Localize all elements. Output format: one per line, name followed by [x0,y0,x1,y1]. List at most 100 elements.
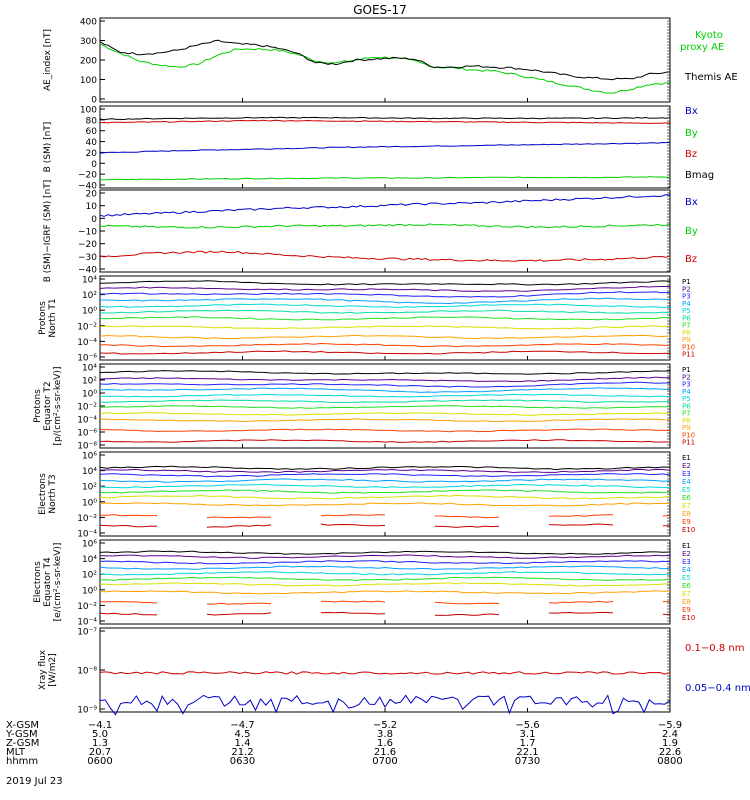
axis-value-x_gsm: −5.2 [373,720,397,731]
legend-e8: E8 [682,598,691,606]
legend-p3: P3 [682,381,691,389]
y-tick-label: −10 [78,228,97,238]
y-tick-label: 10² [82,377,97,387]
channel-line-e2 [99,468,671,474]
legend-p5: P5 [682,395,691,403]
y-axis-label: North T3 [48,474,58,513]
axis-row-label-hhmm: hhmm [6,756,38,767]
axis-value-y_gsm: 4.5 [235,729,251,740]
panel-pnorth: 10⁴ 10² 10⁰ 10⁻² 10⁻⁴ 10⁻⁶ Protons North T1 P1P2… [38,275,695,364]
y-tick-label: 10⁰ [82,498,97,508]
channel-line-p2 [99,376,670,383]
panel-eeq: 10⁶ 10⁴ 10² 10⁰ 10⁻² 10⁻⁴ Electrons Equator T4[… [33,539,695,628]
panel-xray: 10⁻⁷ 10⁻⁸ 10⁻⁹ Xray flux [W/m2] 0.1−0.8 nm 0.0… [38,627,750,716]
series-line-bmag [99,116,671,121]
legend-p2: P2 [682,285,691,293]
y-tick-label: −40 [78,182,97,192]
y-tick-label: 10² [82,291,97,301]
channel-line-e9 [99,514,671,519]
axis-value-z_gsm: 1.6 [377,738,393,749]
series-line-kyoto-proxy-ae [99,43,671,94]
axis-value-mlt: 21.2 [231,747,253,758]
channel-line-p5 [99,303,671,308]
y-axis-label: [W/m2] [48,653,58,686]
y-tick-label: 300 [80,37,97,47]
legend-p8: P8 [682,329,691,337]
channel-line-e5 [99,483,671,489]
legend-e5: E5 [682,486,691,494]
y-tick-label: 20 [86,190,98,200]
y-tick-label: 80 [86,116,98,126]
axis-value-z_gsm: 1.7 [520,738,536,749]
y-tick-label: 10⁻² [77,514,97,524]
axis-value-hhmm: 0600 [87,756,112,767]
axis-row-label-mlt: MLT [6,747,26,758]
channel-line-p1 [99,280,671,286]
y-tick-label: 100 [80,106,97,116]
legend-bx: Bx [685,106,698,117]
y-tick-label: 10⁻⁷ [77,628,97,638]
legend-p2: P2 [682,373,691,381]
series-line-bz [99,119,671,124]
legend-bx: Bx [685,197,698,208]
channel-line-e6 [99,489,671,494]
y-axis-label: North T1 [48,298,58,337]
channel-line-p1 [99,370,671,375]
y-tick-label: 10⁴ [82,467,97,477]
axis-row-label-y-gsm: Y-GSM [5,729,38,740]
series-line-by [99,223,671,229]
legend-e10: E10 [682,526,695,534]
channel-line-p3 [99,381,670,388]
y-tick-label: −30 [78,253,97,263]
panel-frame [99,451,671,537]
axis-value-y_gsm: 2.4 [662,729,678,740]
y-tick-label: 10² [82,571,97,581]
legend-e4: E4 [682,478,691,486]
y-axis-label: Electrons [33,561,43,603]
y-tick-label: 10⁻⁴ [77,530,97,540]
legend-e3: E3 [682,558,691,566]
legend-themis-ae: Themis AE [684,72,738,83]
legend-p8: P8 [682,417,691,425]
axis-value-mlt: 22.6 [659,747,681,758]
y-tick-label: 0 [91,96,97,106]
legend-e6: E6 [682,582,691,590]
axis-value-x_gsm: −4.1 [88,720,112,731]
channel-line-e2 [99,554,671,559]
channel-line-p3 [99,291,671,298]
y-tick-label: 400 [80,18,97,28]
panel-frame [99,627,671,713]
legend-p1: P1 [682,366,691,374]
axis-value-y_gsm: 3.1 [520,729,536,740]
legend-p4: P4 [682,388,691,396]
legend-p6: P6 [682,314,691,322]
legend-e2: E2 [682,550,691,558]
channel-line-e9 [99,600,671,605]
legend-e3: E3 [682,470,691,478]
legend-xray-long: 0.1−0.8 nm [685,643,744,654]
y-tick-label: −20 [78,240,97,250]
channel-line-e6 [99,576,671,582]
y-tick-label: 10² [82,483,97,493]
axis-value-z_gsm: 1.3 [92,738,108,749]
legend-p6: P6 [682,402,691,410]
channel-line-p6 [99,399,671,403]
axis-value-y_gsm: 3.8 [377,729,393,740]
series-line-themis-ae [99,39,671,81]
legend-e8: E8 [682,510,691,518]
axis-value-hhmm: 0700 [372,756,397,767]
axis-row-label-x-gsm: X-GSM [6,720,39,731]
channel-line-p2 [99,285,670,293]
channel-line-p4 [100,297,670,305]
legend-p9: P9 [682,424,691,432]
y-tick-label: 10⁻² [77,322,97,332]
axis-value-hhmm: 0630 [230,756,255,767]
axis-value-mlt: 22.1 [516,747,538,758]
y-tick-label: 100 [80,76,97,86]
legend-e5: E5 [682,574,691,582]
y-tick-label: 10⁴ [82,555,97,565]
channel-line-p8 [99,412,671,416]
y-axis-label: Xray flux [38,649,48,690]
